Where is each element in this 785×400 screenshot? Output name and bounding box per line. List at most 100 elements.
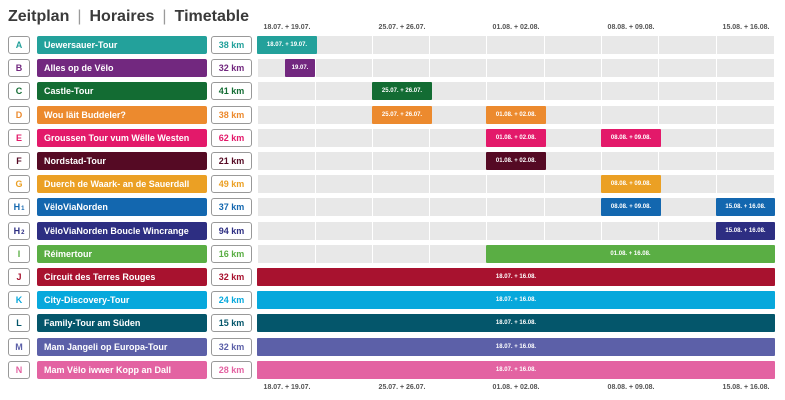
title-de: Zeitplan [8, 8, 70, 25]
grid-line [716, 82, 717, 101]
tour-letter-badge: H1 [8, 198, 30, 217]
schedule-track: 18.07. + 16.08. [257, 337, 775, 356]
schedule-bar: 15.08. + 16.08. [716, 198, 775, 217]
tour-distance: 16 km [211, 244, 252, 263]
tour-name: Réimertour [37, 244, 207, 263]
timetable-row: E Groussen Tour vum Wëlle Westen 62 km 01.0… [0, 128, 785, 147]
tour-distance: 28 km [211, 360, 252, 379]
grid-line [716, 175, 717, 194]
tour-name: Duerch de Waark- an de Sauerdall [37, 175, 207, 194]
grid-line [429, 128, 430, 147]
tour-distance: 62 km [211, 128, 252, 147]
grid-line [544, 175, 545, 194]
tour-letter: H [13, 202, 21, 213]
tour-distance: 32 km [211, 59, 252, 78]
grid-line [774, 105, 775, 124]
tour-letter-badge: G [8, 175, 30, 194]
chart-title: Zeitplan | Horaires | Timetable [8, 6, 249, 28]
tour-distance: 37 km [211, 198, 252, 217]
timetable-row: C Castle-Tour 41 km 25.07. + 26.07. [0, 82, 785, 101]
grid-line [429, 175, 430, 194]
grid-line [774, 36, 775, 54]
grid-line [315, 175, 316, 194]
schedule-track: 18.07. + 16.08. [257, 360, 775, 379]
grid-line [315, 82, 316, 101]
tour-letter: N [15, 364, 23, 375]
tour-letter: G [15, 179, 23, 190]
tour-name: Wou läit Buddeler? [37, 105, 207, 124]
title-fr: Horaires [89, 8, 155, 25]
tour-letter-badge: I [8, 244, 30, 263]
grid-line [315, 198, 316, 217]
tour-name: Family-Tour am Süden [37, 314, 207, 333]
schedule-track: 01.08. + 02.08. 08.08. + 09.08. [257, 128, 775, 147]
tour-letter-badge: L [8, 314, 30, 333]
grid-line [716, 105, 717, 124]
tour-name: Mam Jangeli op Europa-Tour [37, 337, 207, 356]
grid-line [601, 221, 602, 240]
schedule-track: 15.08. + 16.08. [257, 221, 775, 240]
grid-line [486, 36, 487, 54]
grid-line [315, 128, 316, 147]
timetable-row: B Alles op de Vëlo 32 km 19.07. [0, 59, 785, 78]
schedule-bar: 18.07. + 16.08. [257, 337, 775, 356]
schedule-bar: 25.07. + 26.07. [372, 105, 432, 124]
grid-line [486, 221, 487, 240]
tour-letter: F [16, 156, 22, 166]
grid-line [429, 36, 430, 54]
tour-distance: 41 km [211, 82, 252, 101]
tour-distance: 24 km [211, 291, 252, 310]
grid-line [257, 175, 258, 194]
grid-line [372, 152, 373, 170]
schedule-track: 18.07. + 16.08. [257, 314, 775, 333]
grid-line [544, 59, 545, 78]
grid-line [315, 244, 316, 263]
schedule-bar: 08.08. + 09.08. [601, 175, 661, 194]
timetable-row: K City-Discovery-Tour 24 km 18.07. + 16.08. [0, 291, 785, 310]
grid-line [486, 82, 487, 101]
grid-line [429, 198, 430, 217]
tour-distance: 38 km [211, 36, 252, 54]
grid-line [372, 36, 373, 54]
grid-line [257, 105, 258, 124]
grid-line [372, 244, 373, 263]
grid-line [315, 152, 316, 170]
grid-line [257, 59, 258, 78]
grid-line [658, 152, 659, 170]
schedule-bar: 18.07. + 16.08. [257, 268, 775, 286]
tour-distance: 38 km [211, 105, 252, 124]
schedule-bar: 08.08. + 09.08. [601, 128, 661, 147]
schedule-bar: 01.08. + 16.08. [486, 244, 775, 263]
tour-distance: 32 km [211, 337, 252, 356]
schedule-bar: 19.07. [285, 59, 315, 78]
grid-line [257, 198, 258, 217]
grid-line [257, 221, 258, 240]
tour-letter-badge: K [8, 291, 30, 310]
schedule-track: 01.08. + 16.08. [257, 244, 775, 263]
grid-line [601, 152, 602, 170]
grid-line [486, 59, 487, 78]
schedule-bar: 01.08. + 02.08. [486, 105, 546, 124]
schedule-bar: 18.07. + 19.07. [257, 36, 317, 54]
tour-letter-badge: N [8, 360, 30, 379]
tour-name: Nordstad-Tour [37, 152, 207, 170]
tour-letter-badge: J [8, 268, 30, 286]
tour-letter: A [15, 40, 23, 50]
grid-line [601, 105, 602, 124]
grid-line [774, 59, 775, 78]
title-separator: | [162, 8, 167, 25]
timetable-row: L Family-Tour am Süden 15 km 18.07. + 16.08… [0, 314, 785, 333]
grid-line [257, 244, 258, 263]
schedule-track: 08.08. + 09.08. [257, 175, 775, 194]
tour-letter-badge: H2 [8, 221, 30, 240]
schedule-bar: 15.08. + 16.08. [716, 221, 775, 240]
tour-letter-badge: A [8, 36, 30, 54]
schedule-track: 18.07. + 19.07. [257, 36, 775, 54]
schedule-track: 25.07. + 26.07. [257, 82, 775, 101]
timetable-row: H2 VëloViaNorden Boucle Wincrange 94 km 15.… [0, 221, 785, 240]
tour-letter-badge: F [8, 152, 30, 170]
tour-name: Circuit des Terres Rouges [37, 268, 207, 286]
tour-letter-subscript: 2 [21, 229, 25, 236]
title-en: Timetable [174, 8, 249, 25]
tour-name: Mam Vëlo iwwer Kopp an Dall [37, 360, 207, 379]
